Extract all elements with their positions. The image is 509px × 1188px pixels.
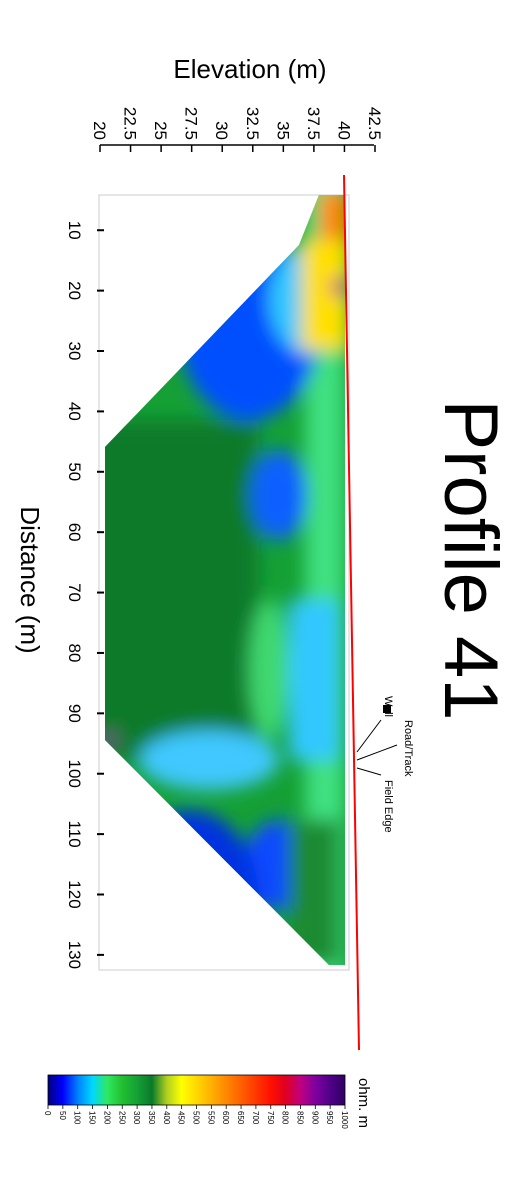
colorbar-tick-label: 1000: [340, 1111, 349, 1129]
colorbar-tick-label: 200: [102, 1111, 111, 1125]
y-tick-label: 35: [273, 121, 292, 140]
colorbar-tick-label: 900: [310, 1111, 319, 1125]
x-tick-label: 130: [65, 941, 84, 969]
x-tick-label: 10: [65, 221, 84, 240]
x-tick-label: 100: [65, 760, 84, 788]
colorbar: [47, 1074, 346, 1106]
x-tick-label: 80: [65, 643, 84, 662]
x-tick-label: 90: [65, 704, 84, 723]
colorbar-tick-label: 950: [325, 1111, 334, 1125]
colorbar-tick-label: 550: [206, 1111, 215, 1125]
y-tick-label: 42.5: [365, 107, 384, 140]
surface-line: [343, 174, 360, 1051]
x-tick-label: 120: [65, 880, 84, 908]
annotation: Wall: [382, 696, 394, 717]
y-tick-label: 20: [90, 121, 109, 140]
resistivity-section: [105, 195, 345, 965]
colorbar-tick-label: 100: [73, 1111, 82, 1125]
x-tick-label: 40: [65, 402, 84, 421]
x-tick-label: 60: [65, 523, 84, 542]
colorbar-tick-label: 750: [266, 1111, 275, 1125]
y-tick-label: 25: [151, 121, 170, 140]
colorbar-tick-label: 800: [281, 1111, 290, 1125]
colorbar-tick-label: 50: [58, 1111, 67, 1120]
y-tick-label: 37.5: [304, 107, 323, 140]
x-tick-label: 20: [65, 281, 84, 300]
y-tick-label: 22.5: [121, 107, 140, 140]
x-tick-label: 30: [65, 342, 84, 361]
y-tick-label: 30: [212, 121, 231, 140]
x-tick-label: 110: [65, 821, 84, 848]
colorbar-label: ohm. m: [355, 1078, 372, 1128]
wall-marker: [383, 705, 391, 713]
y-tick-label: 40: [334, 121, 353, 140]
x-tick-label: 70: [65, 583, 84, 602]
colorbar-tick-label: 850: [295, 1111, 304, 1125]
annotation-arrows: [356, 719, 398, 776]
colorbar-tick-label: 400: [162, 1111, 171, 1125]
chart-title: Profile 41: [428, 399, 509, 720]
annotation: Road/Track: [402, 720, 414, 777]
y-axis-label: Elevation (m): [173, 54, 326, 84]
colorbar-tick-label: 700: [251, 1111, 260, 1125]
annotation: Field Edge: [382, 780, 394, 833]
colorbar-tick-label: 0: [43, 1111, 52, 1116]
rotated-plot: Road/Track Wall Field Edge Profile 41 Di…: [15, 54, 509, 1129]
colorbar-tick-label: 150: [88, 1111, 97, 1125]
colorbar-tick-label: 350: [147, 1111, 156, 1125]
y-tick-label: 27.5: [182, 107, 201, 140]
x-axis-label: Distance (m): [15, 506, 45, 653]
colorbar-tick-label: 300: [132, 1111, 141, 1125]
y-tick-label: 32.5: [243, 107, 262, 140]
colorbar-tick-label: 450: [177, 1111, 186, 1125]
colorbar-tick-label: 600: [221, 1111, 230, 1125]
colorbar-tick-label: 500: [192, 1111, 201, 1125]
colorbar-tick-label: 650: [236, 1111, 245, 1125]
x-tick-label: 50: [65, 462, 84, 481]
colorbar-tick-label: 250: [117, 1111, 126, 1125]
